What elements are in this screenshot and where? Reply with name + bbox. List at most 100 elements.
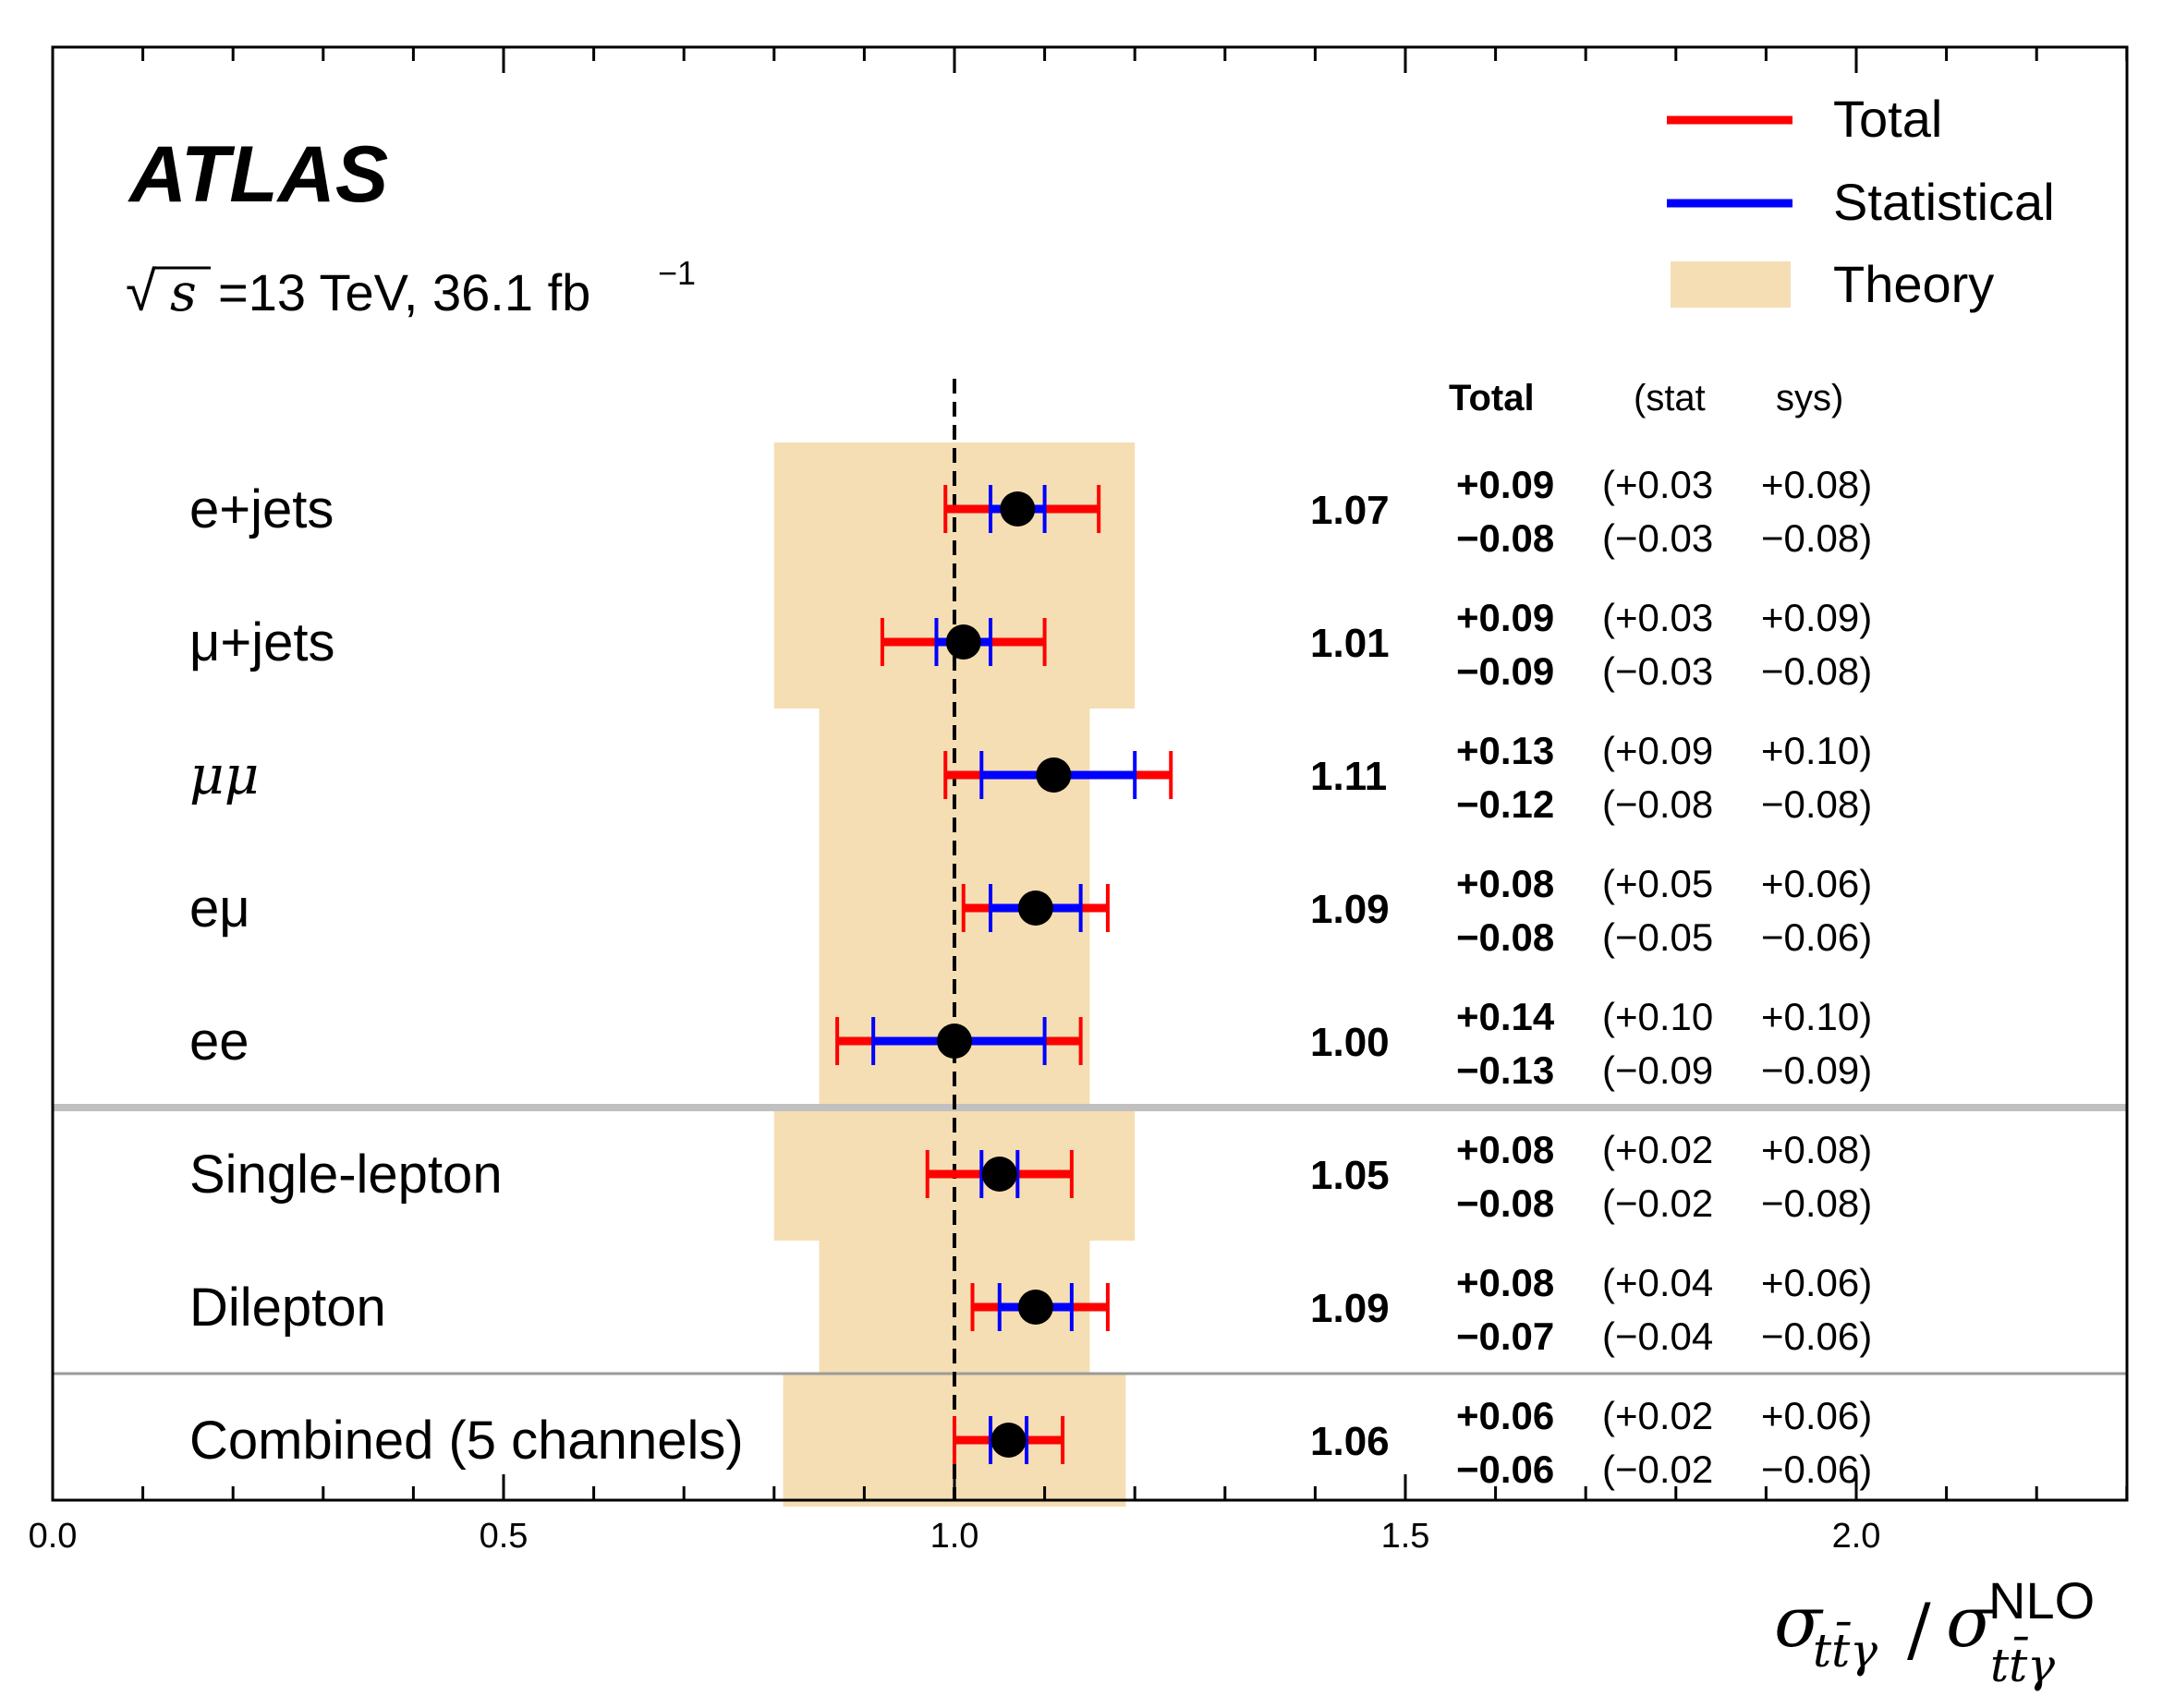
- value-label-eμ: 1.09: [1310, 887, 1390, 932]
- sys-down-ee: −0.09): [1761, 1048, 1872, 1092]
- experiment-label: ATLAS: [128, 130, 388, 219]
- xtick-label-1.5: 1.5: [1381, 1517, 1430, 1556]
- stat-down-μμ: (−0.08: [1602, 782, 1713, 826]
- x-axis-title: σ tt̄γ / σ NLO tt̄γ: [1774, 1571, 2095, 1692]
- numeric-results: 1.07 +0.09 −0.08 (+0.03 (−0.03 +0.08) −0.08) 1.…: [1310, 463, 1872, 1491]
- total-up-ee: +0.14: [1456, 995, 1555, 1038]
- data-point-single-lepton: [981, 1157, 1017, 1192]
- total-down-combined-5-channels: −0.06: [1456, 1448, 1554, 1491]
- col-header-total: Total: [1449, 378, 1535, 418]
- sys-up-combined-5-channels: +0.06): [1761, 1394, 1872, 1437]
- xlabel-sigma-2: σ: [1946, 1581, 1996, 1663]
- stat-up-ee: (+0.10: [1602, 995, 1713, 1038]
- value-label-combined-5-channels: 1.06: [1310, 1419, 1390, 1464]
- total-down-dilepton: −0.07: [1456, 1314, 1554, 1358]
- sys-down-μ-jets: −0.08): [1761, 649, 1872, 693]
- stat-down-single-lepton: (−0.02: [1602, 1181, 1713, 1225]
- sys-down-combined-5-channels: −0.06): [1761, 1448, 1872, 1491]
- stat-down-μ-jets: (−0.03: [1602, 649, 1713, 693]
- error-bars: [835, 485, 1173, 1464]
- value-label-μ-jets: 1.01: [1310, 621, 1390, 666]
- sys-down-μμ: −0.08): [1761, 782, 1872, 826]
- total-down-μμ: −0.12: [1456, 782, 1554, 826]
- sys-up-ee: +0.10): [1761, 995, 1872, 1038]
- total-up-μ-jets: +0.09: [1456, 596, 1554, 639]
- plot-frame: [51, 45, 2129, 1502]
- stat-down-e-jets: (−0.03: [1602, 516, 1713, 560]
- data-point-combined-5-channels: [990, 1423, 1027, 1458]
- xtick-label-1.0: 1.0: [930, 1517, 979, 1556]
- energy-lumi-text: =13 TeV, 36.1 fb: [218, 263, 590, 321]
- sys-up-eμ: +0.06): [1761, 862, 1872, 905]
- total-up-single-lepton: +0.08: [1456, 1128, 1554, 1171]
- channel-label-single-lepton: Single-lepton: [189, 1145, 503, 1205]
- data-point-μμ: [1036, 757, 1072, 793]
- stat-up-dilepton: (+0.04: [1602, 1261, 1713, 1304]
- group-separators: [53, 1104, 2127, 1375]
- sqrt-s-variable: s: [170, 263, 197, 323]
- energy-lumi-label: √ s =13 TeV, 36.1 fb −1: [126, 254, 696, 323]
- legend-total-label: Total: [1833, 90, 1942, 148]
- total-down-e-jets: −0.08: [1456, 516, 1554, 560]
- channel-label-μμ: μμ: [189, 744, 259, 806]
- total-up-μμ: +0.13: [1456, 729, 1554, 772]
- stat-down-combined-5-channels: (−0.02: [1602, 1448, 1713, 1491]
- channel-label-ee: ee: [189, 1011, 249, 1072]
- channel-labels: e+jets μ+jets μμ eμ ee Single-lepton Dilepton C…: [189, 479, 744, 1471]
- stat-up-single-lepton: (+0.02: [1602, 1128, 1713, 1171]
- total-down-μ-jets: −0.09: [1456, 649, 1554, 693]
- xtick-label-0.0: 0.0: [29, 1517, 78, 1556]
- value-label-μμ: 1.11: [1310, 754, 1387, 799]
- xlabel-sub-1: tt̄γ: [1813, 1621, 1877, 1678]
- col-header-stat: (stat: [1634, 378, 1706, 418]
- stat-down-eμ: (−0.05: [1602, 915, 1713, 959]
- data-point-eμ: [1017, 890, 1053, 926]
- total-down-ee: −0.13: [1456, 1048, 1554, 1092]
- total-down-eμ: −0.08: [1456, 915, 1554, 959]
- data-point-e-jets: [1000, 491, 1036, 527]
- legend-statistical-label: Statistical: [1833, 173, 2055, 231]
- stat-down-ee: (−0.09: [1602, 1048, 1713, 1092]
- legend-theory-label: Theory: [1833, 255, 1994, 313]
- sys-up-dilepton: +0.06): [1761, 1261, 1872, 1304]
- sys-up-μ-jets: +0.09): [1761, 596, 1872, 639]
- sys-down-e-jets: −0.08): [1761, 516, 1872, 560]
- value-label-dilepton: 1.09: [1310, 1286, 1390, 1331]
- value-label-ee: 1.00: [1310, 1020, 1390, 1065]
- sys-down-dilepton: −0.06): [1761, 1314, 1872, 1358]
- xtick-label-2.0: 2.0: [1832, 1517, 1881, 1556]
- legend-theory-swatch: [1671, 261, 1791, 308]
- data-point-μ-jets: [945, 624, 981, 660]
- sys-down-single-lepton: −0.08): [1761, 1181, 1872, 1225]
- total-up-eμ: +0.08: [1456, 862, 1554, 905]
- stat-up-combined-5-channels: (+0.02: [1602, 1394, 1713, 1437]
- data-point-ee: [937, 1024, 972, 1059]
- sys-up-single-lepton: +0.08): [1761, 1128, 1872, 1171]
- xtick-label-0.5: 0.5: [480, 1517, 529, 1556]
- stat-up-μ-jets: (+0.03: [1602, 596, 1713, 639]
- xlabel-sub-2: tt̄γ: [1990, 1636, 2055, 1692]
- legend: Total Statistical Theory: [1667, 90, 2055, 313]
- x-axis: 0.0 0.5 1.0 1.5 2.0: [29, 47, 2129, 1556]
- total-up-e-jets: +0.09: [1456, 463, 1554, 506]
- total-up-dilepton: +0.08: [1456, 1261, 1554, 1304]
- channel-label-e-jets: e+jets: [189, 479, 334, 539]
- total-down-single-lepton: −0.08: [1456, 1181, 1554, 1225]
- channel-label-μ-jets: μ+jets: [189, 612, 335, 672]
- data-point-dilepton: [1017, 1290, 1053, 1325]
- channel-label-combined-5-channels: Combined (5 channels): [189, 1411, 744, 1471]
- stat-up-μμ: (+0.09: [1602, 729, 1713, 772]
- lumi-exponent: −1: [658, 254, 696, 292]
- value-label-e-jets: 1.07: [1310, 488, 1390, 533]
- stat-up-e-jets: (+0.03: [1602, 463, 1713, 506]
- channel-label-dilepton: Dilepton: [189, 1278, 386, 1338]
- sqrt-symbol: √: [126, 260, 156, 322]
- xlabel-sup: NLO: [1988, 1571, 2095, 1629]
- stat-down-dilepton: (−0.04: [1602, 1314, 1713, 1358]
- col-header-sys: sys): [1776, 378, 1843, 418]
- xlabel-slash: /: [1907, 1588, 1931, 1670]
- total-up-combined-5-channels: +0.06: [1456, 1394, 1554, 1437]
- channel-label-eμ: eμ: [189, 878, 250, 939]
- value-label-single-lepton: 1.05: [1310, 1153, 1390, 1198]
